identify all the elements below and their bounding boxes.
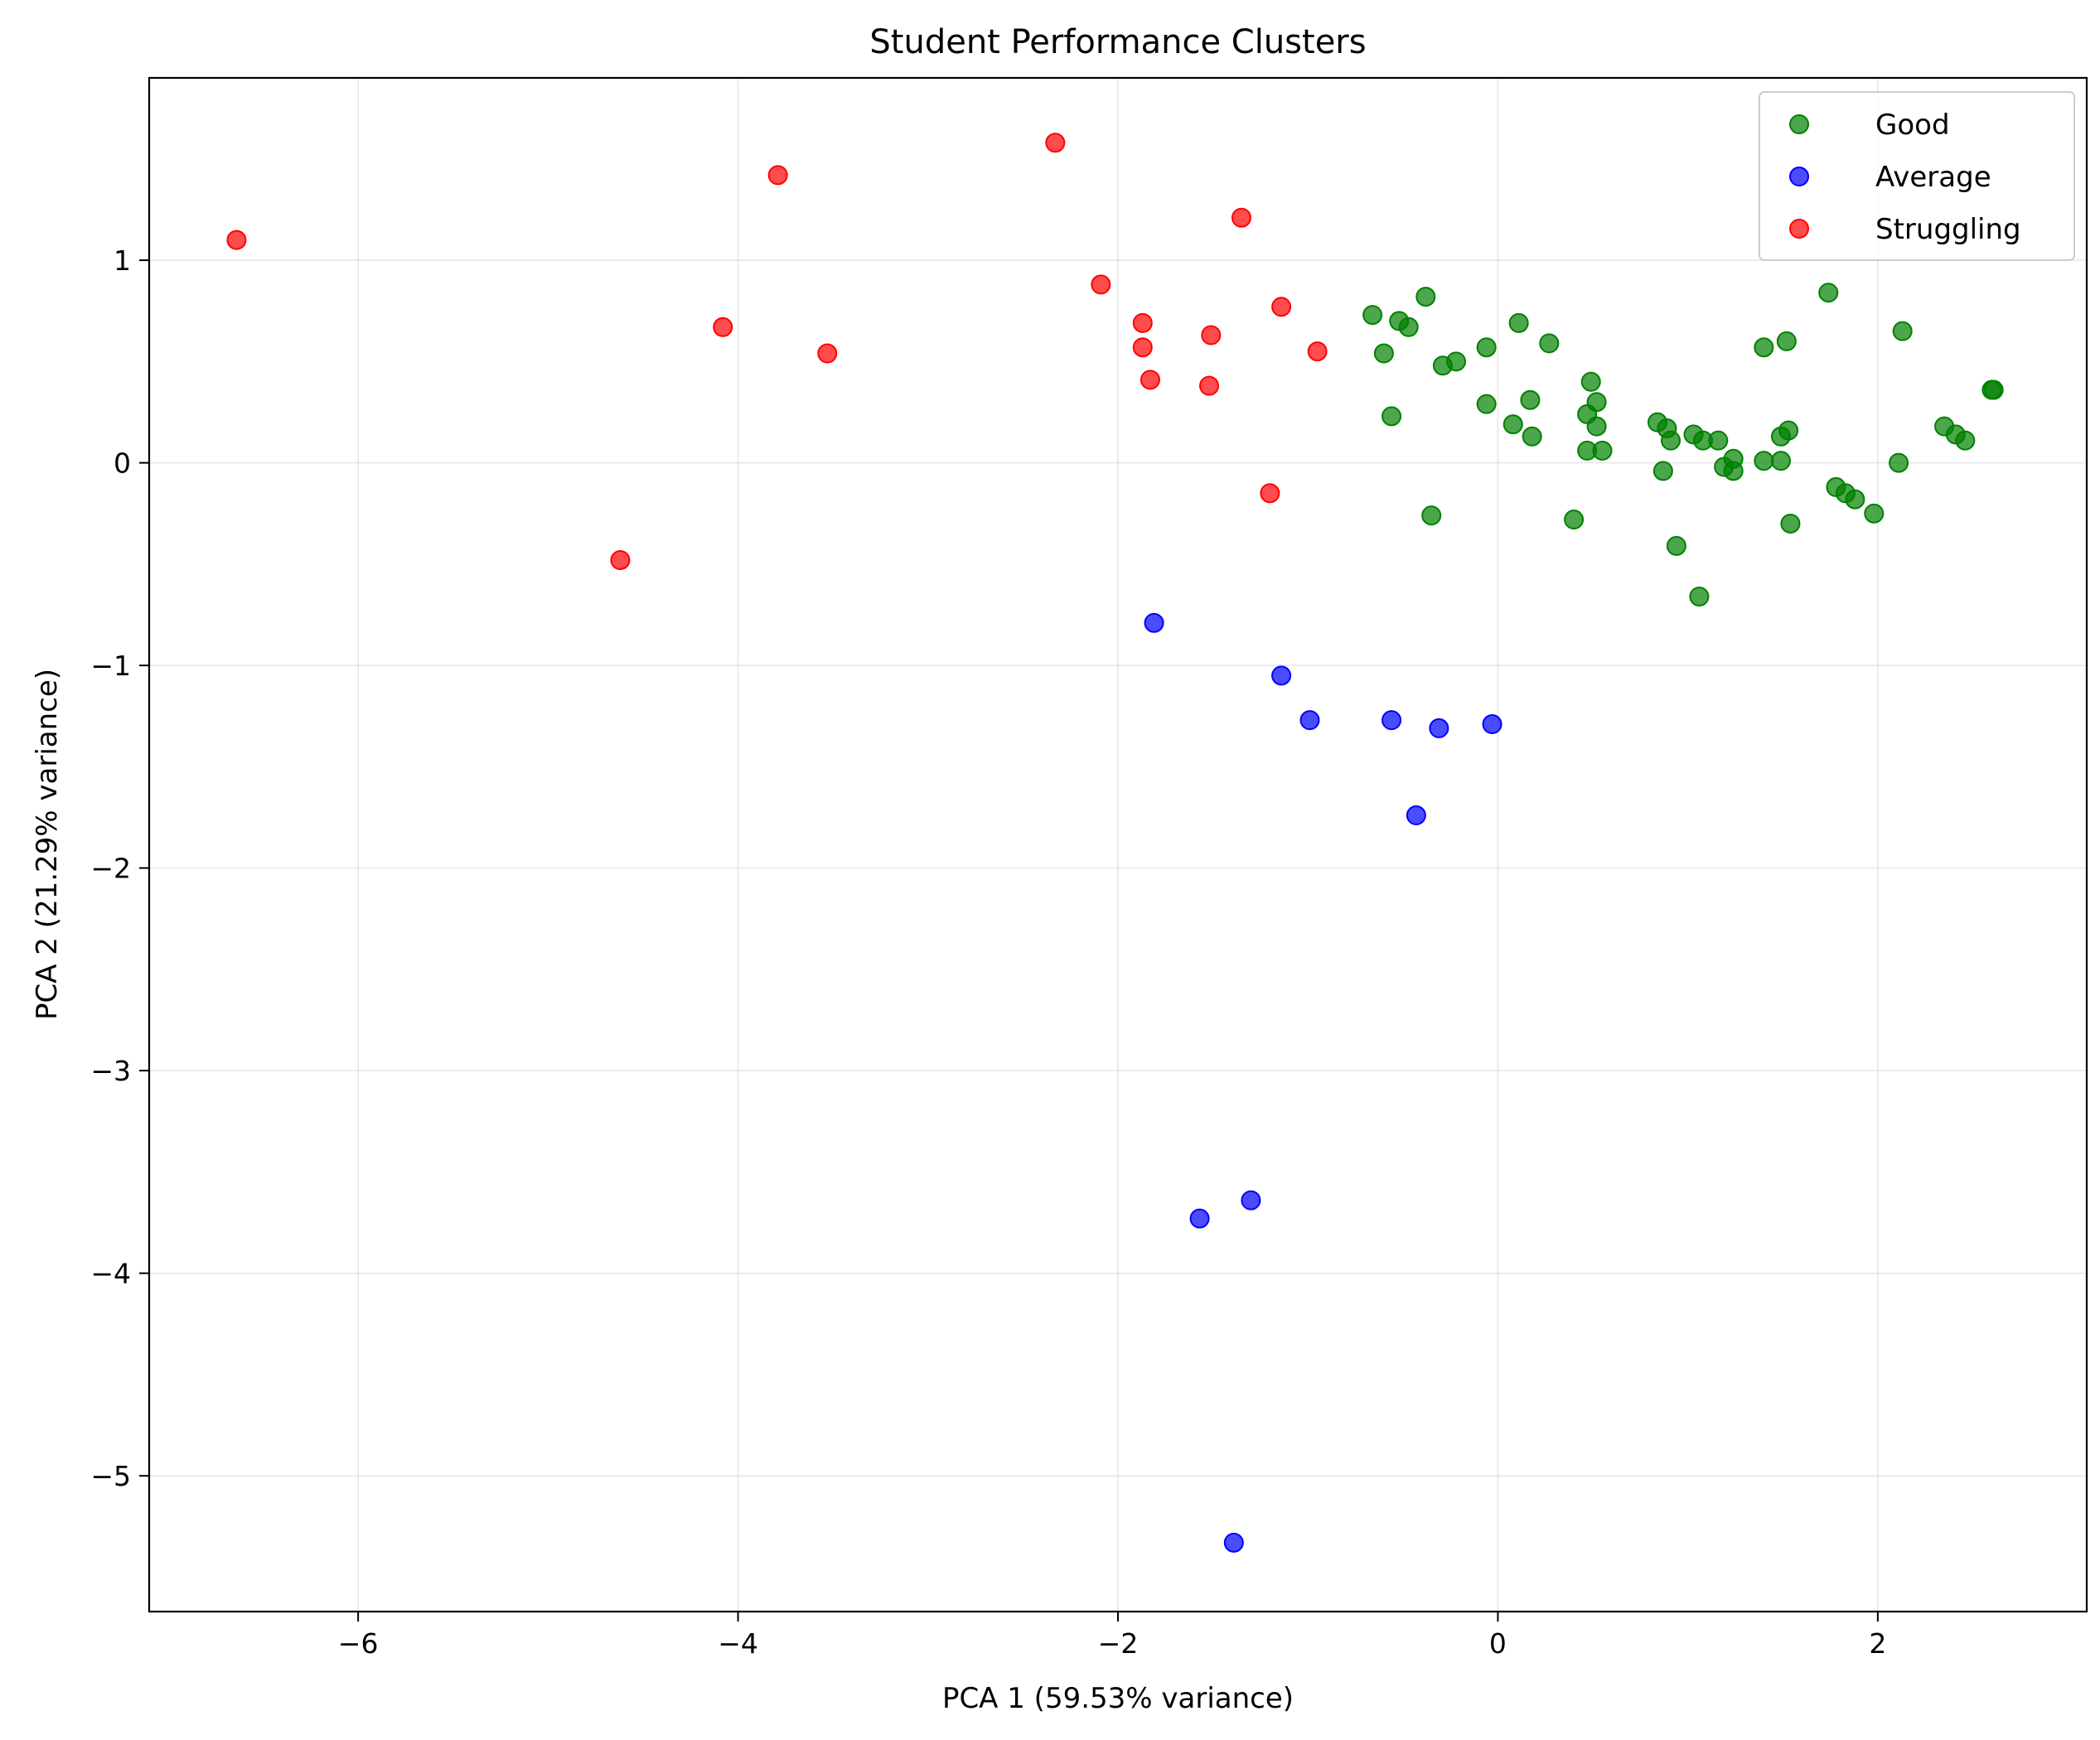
legend-box	[1759, 91, 2075, 261]
data-point-average	[1381, 710, 1402, 731]
data-point-struggling	[1140, 370, 1160, 390]
data-point-good	[1754, 451, 1774, 471]
data-point-good	[1539, 333, 1560, 354]
data-point-struggling	[1132, 312, 1153, 333]
data-point-good	[1818, 283, 1839, 303]
data-point-good	[1892, 321, 1913, 341]
y-tick-label: −2	[90, 853, 131, 885]
y-tick-label: 1	[114, 244, 131, 277]
data-point-good	[1770, 451, 1791, 471]
data-point-good	[1362, 305, 1383, 326]
y-axis-label: PCA 2 (21.29% variance)	[31, 669, 64, 1020]
data-point-good	[1652, 461, 1673, 481]
x-tick-label: −2	[1098, 1627, 1139, 1660]
data-point-good	[1476, 394, 1497, 414]
legend-marker-struggling	[1789, 219, 1809, 239]
y-tick-label: −4	[90, 1258, 131, 1290]
data-points	[226, 133, 2004, 1553]
data-point-good	[1778, 420, 1799, 441]
data-point-average	[1241, 1190, 1261, 1211]
data-point-good	[1955, 430, 1976, 451]
y-tick-label: −3	[90, 1055, 131, 1087]
x-tick-label: 0	[1489, 1627, 1507, 1660]
data-point-struggling	[1231, 207, 1251, 228]
data-point-struggling	[1132, 337, 1153, 358]
data-point-good	[1845, 489, 1865, 510]
data-point-good	[1446, 351, 1467, 372]
legend-marker-good	[1789, 114, 1809, 134]
data-point-struggling	[817, 343, 838, 364]
data-point-good	[1502, 414, 1523, 435]
data-point-average	[1299, 710, 1320, 731]
data-point-good	[1381, 406, 1402, 427]
x-tick-label: 2	[1869, 1627, 1886, 1660]
data-point-average	[1271, 665, 1292, 686]
data-point-good	[1661, 430, 1681, 451]
axis-ticks: −6 −4 −2 0 2 −5 −4 −3 −2 −1 0 1	[90, 244, 1886, 1660]
data-point-average	[1223, 1532, 1244, 1553]
data-point-good	[1398, 317, 1419, 337]
data-point-struggling	[1201, 325, 1222, 346]
chart-title: Student Performance Clusters	[869, 23, 1366, 61]
data-point-average	[1482, 714, 1502, 735]
data-point-good	[1780, 513, 1801, 534]
data-point-struggling	[1199, 375, 1220, 396]
legend-marker-average	[1789, 167, 1809, 186]
data-point-good	[1754, 337, 1774, 358]
data-point-struggling	[713, 317, 733, 337]
legend-label-average: Average	[1875, 161, 1991, 194]
x-tick-label: −6	[338, 1627, 379, 1660]
y-tick-label: 0	[114, 447, 131, 480]
data-point-good	[1586, 392, 1607, 413]
y-tick-label: −1	[90, 650, 131, 682]
grid-lines	[149, 78, 2087, 1612]
data-point-good	[1723, 461, 1744, 481]
data-point-average	[1429, 718, 1449, 738]
data-point-good	[1864, 503, 1885, 524]
data-point-good	[1373, 343, 1394, 364]
data-point-good	[1776, 331, 1797, 351]
data-point-struggling	[1271, 297, 1292, 317]
data-point-good	[1666, 535, 1686, 556]
data-point-good	[1689, 586, 1710, 607]
legend: Good Average Struggling	[1759, 91, 2075, 261]
data-point-good	[1708, 430, 1729, 451]
data-point-struggling	[1260, 483, 1280, 504]
data-point-good	[1580, 371, 1601, 392]
data-point-good	[1421, 505, 1442, 526]
data-point-good	[1520, 389, 1541, 410]
data-point-struggling	[1091, 274, 1111, 295]
data-point-average	[1406, 805, 1426, 826]
data-point-good	[1586, 416, 1607, 437]
data-point-good	[1592, 440, 1613, 461]
data-point-struggling	[1307, 341, 1328, 362]
data-point-struggling	[610, 549, 631, 570]
data-point-average	[1144, 612, 1164, 633]
legend-label-good: Good	[1875, 109, 1950, 142]
data-point-good	[1476, 337, 1497, 358]
data-point-good	[1983, 379, 2004, 400]
data-point-good	[1415, 287, 1436, 307]
data-point-struggling	[226, 230, 247, 250]
x-tick-label: −4	[718, 1627, 758, 1660]
data-point-struggling	[767, 165, 788, 186]
data-point-good	[1564, 510, 1585, 530]
data-point-struggling	[1045, 133, 1066, 153]
data-point-good	[1889, 452, 1909, 473]
data-point-good	[1522, 426, 1542, 447]
y-tick-label: −5	[90, 1460, 131, 1492]
legend-label-struggling: Struggling	[1875, 213, 2021, 246]
x-axis-label: PCA 1 (59.53% variance)	[942, 1682, 1294, 1715]
data-point-average	[1189, 1208, 1210, 1229]
data-point-good	[1508, 312, 1529, 333]
